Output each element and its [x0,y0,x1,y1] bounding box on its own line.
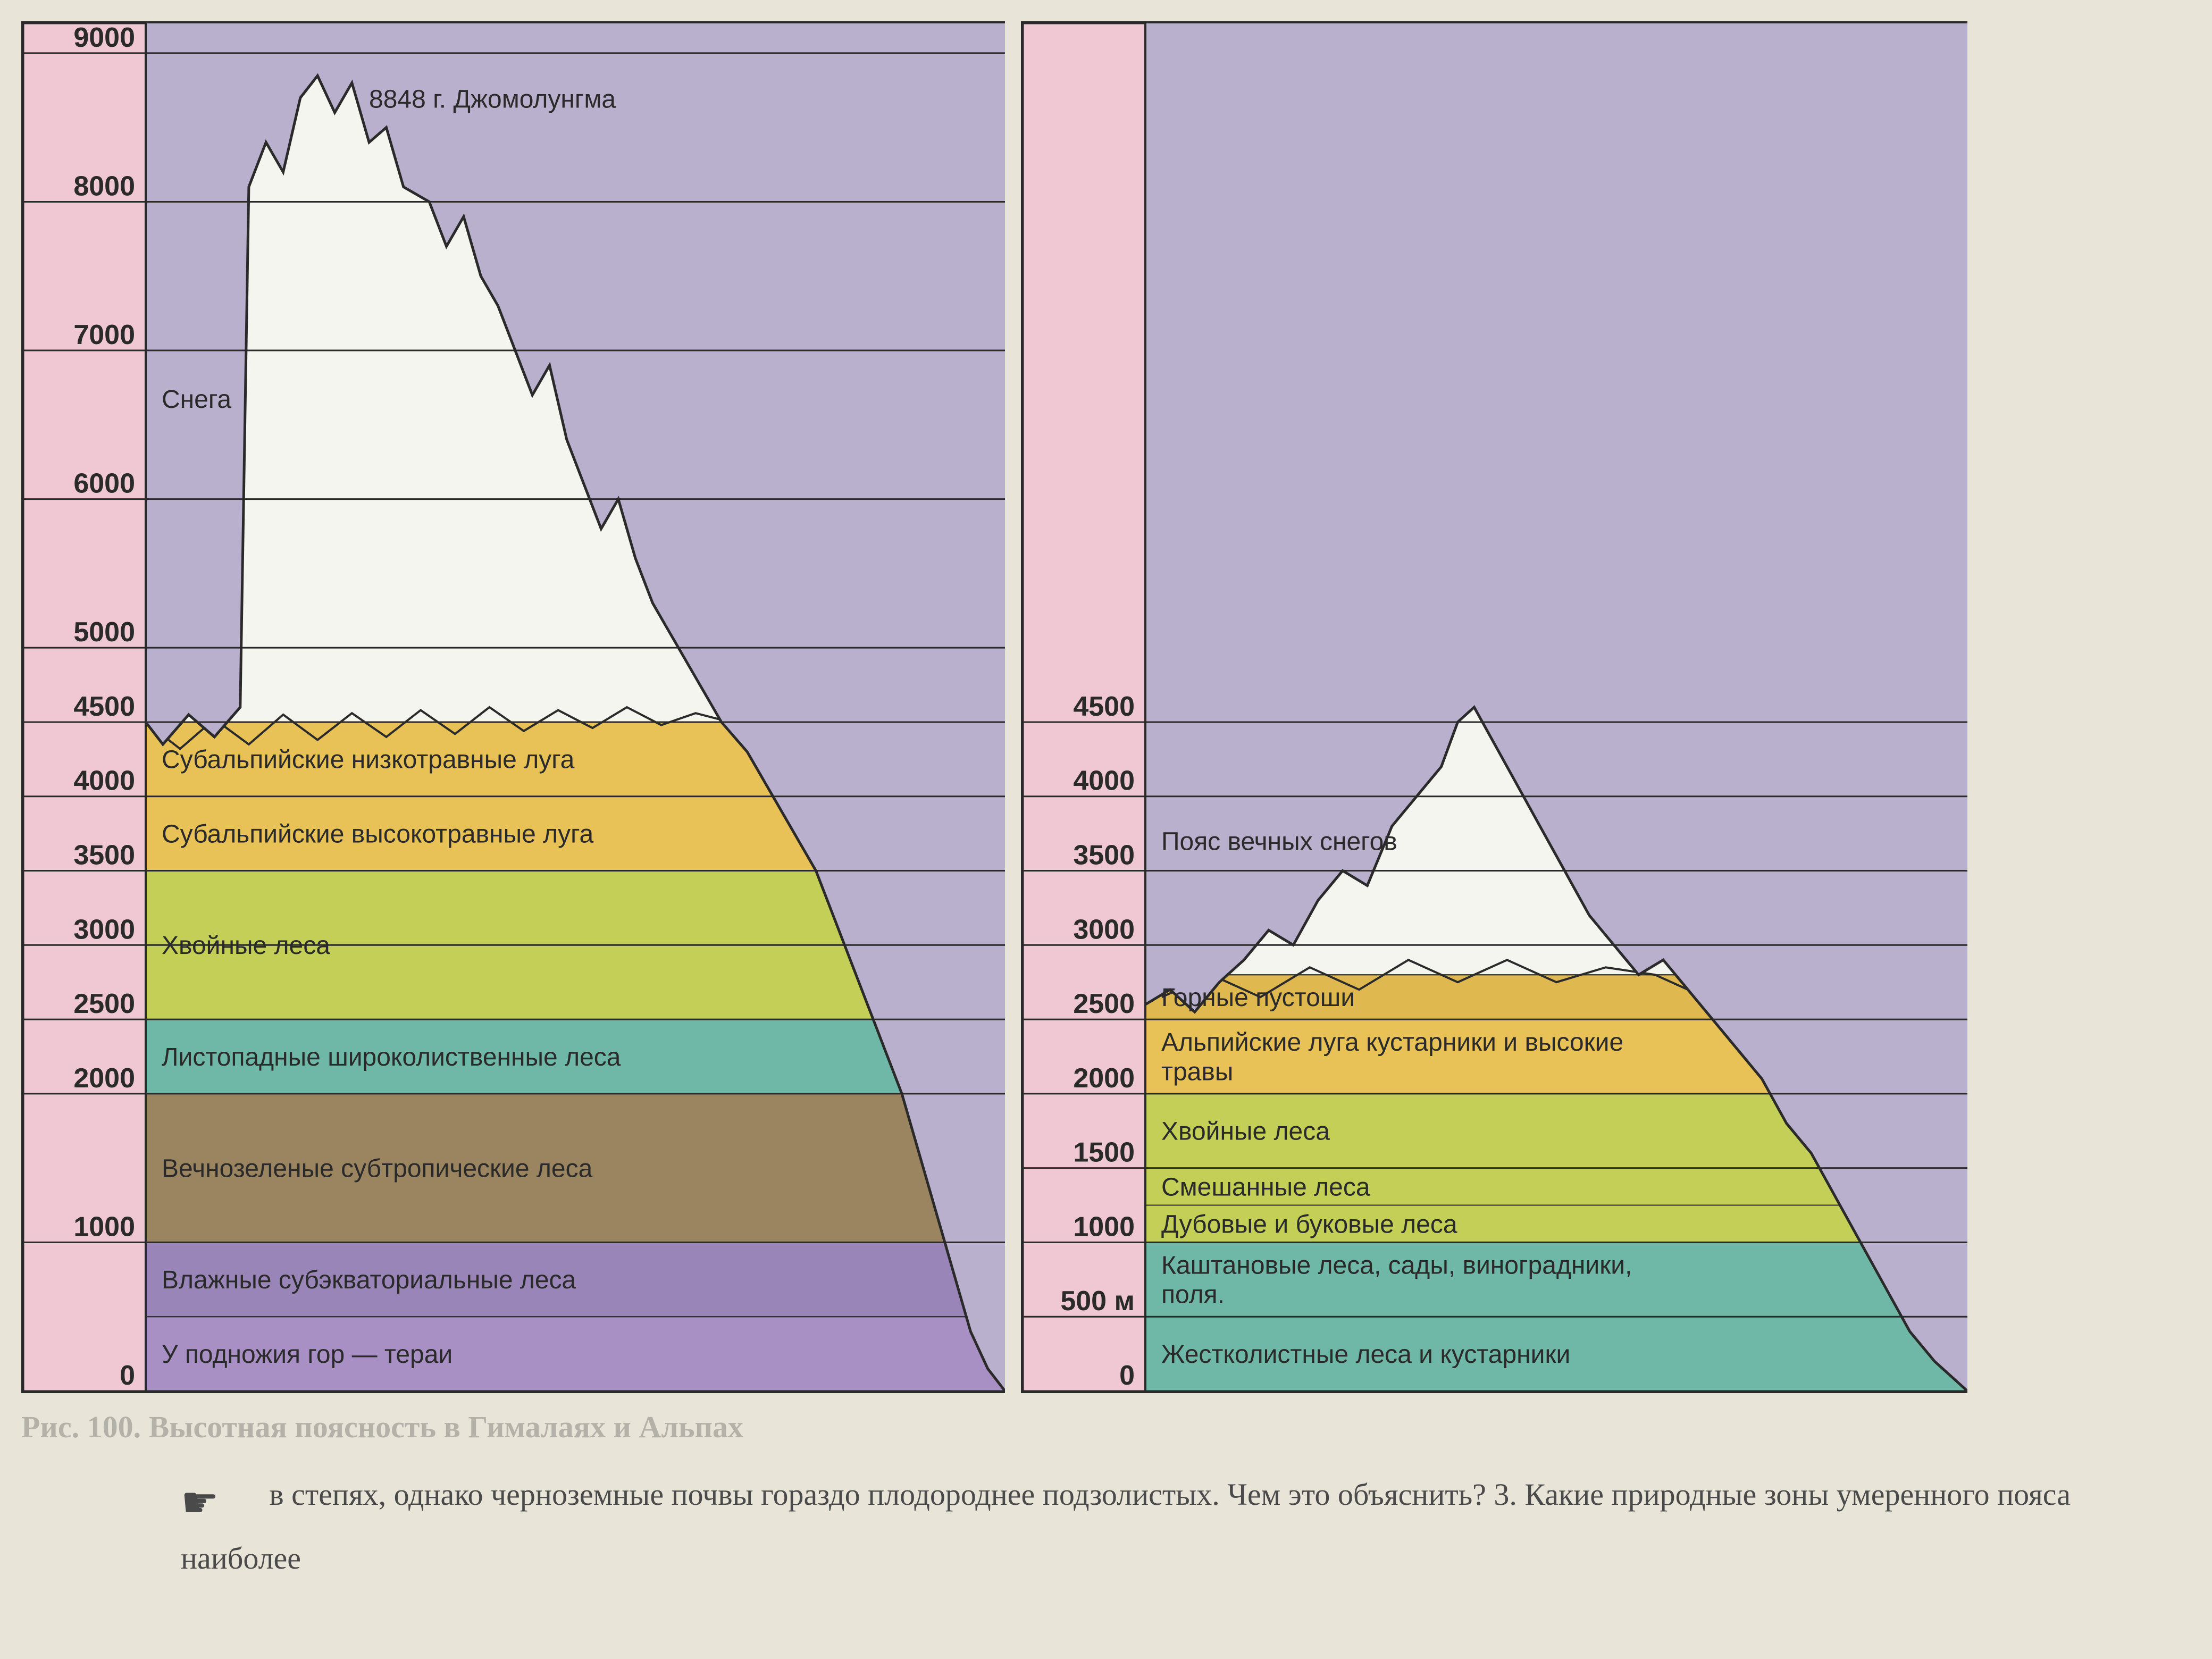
figure-caption: Рис. 100. Высотная поясность в Гималаях … [21,1409,2191,1445]
svg-text:0: 0 [120,1360,135,1391]
svg-text:Горные пустоши: Горные пустоши [1161,984,1355,1012]
svg-text:Листопадные широколиственные л: Листопадные широколиственные леса [162,1043,621,1071]
svg-text:2500: 2500 [1073,988,1135,1019]
svg-text:1000: 1000 [1073,1211,1135,1242]
svg-text:4000: 4000 [73,766,135,797]
svg-text:поля.: поля. [1161,1281,1225,1309]
svg-text:8848 г. Джомолунгма: 8848 г. Джомолунгма [369,85,616,113]
svg-text:7000: 7000 [73,320,135,350]
svg-text:5000: 5000 [73,617,135,648]
svg-text:Вечнозеленые субтропические ле: Вечнозеленые субтропические леса [162,1154,593,1183]
svg-text:3000: 3000 [73,914,135,945]
svg-text:Альпийские луга кустарники и в: Альпийские луга кустарники и высокие [1161,1028,1623,1057]
svg-text:3500: 3500 [73,840,135,871]
svg-text:4500: 4500 [1073,691,1135,722]
svg-text:Пояс вечных снегов: Пояс вечных снегов [1161,827,1397,856]
figure-container: 0 1000 2000 2500 3000 3500 4000 4500 5000 6000 700… [21,21,2191,1393]
svg-text:Жестколистные леса и кустарник: Жестколистные леса и кустарники [1161,1340,1570,1369]
svg-text:0: 0 [1119,1360,1135,1391]
svg-text:3500: 3500 [1073,840,1135,871]
svg-text:Снега: Снега [162,386,231,414]
svg-text:8000: 8000 [73,171,135,202]
svg-text:1000: 1000 [73,1211,135,1242]
svg-text:4500: 4500 [73,691,135,722]
svg-text:Субальпийские низкотравные луг: Субальпийские низкотравные луга [162,746,575,774]
svg-text:Влажные субэкваториальные леса: Влажные субэкваториальные леса [162,1266,576,1294]
svg-text:Дубовые и буковые леса: Дубовые и буковые леса [1161,1210,1457,1238]
svg-text:Смешанные леса: Смешанные леса [1161,1173,1370,1201]
svg-text:У подножия гор — тераи: У подножия гор — тераи [162,1340,453,1369]
svg-text:500 м: 500 м [1060,1286,1135,1317]
svg-text:1500: 1500 [1073,1137,1135,1168]
svg-text:3000: 3000 [1073,914,1135,945]
svg-text:Хвойные леса: Хвойные леса [1161,1118,1330,1146]
svg-text:6000: 6000 [73,468,135,499]
svg-text:9000: 9000 [73,23,135,53]
svg-text:2000: 2000 [1073,1063,1135,1094]
svg-text:травы: травы [1161,1058,1233,1086]
svg-text:4000: 4000 [1073,766,1135,797]
svg-text:2500: 2500 [73,988,135,1019]
panel-alps: 0 500 м 1000 1500 2000 2500 3000 3500 4000 4500 Же… [1021,21,1967,1393]
svg-text:Каштановые леса, сады, виногра: Каштановые леса, сады, виноградники, [1161,1252,1632,1280]
svg-text:Хвойные леса: Хвойные леса [162,932,330,960]
svg-text:Субальпийские высокотравные лу: Субальпийские высокотравные луга [162,820,594,848]
body-text-content: в степях, однако черноземные почвы гораз… [181,1477,2071,1576]
panel-himalayas: 0 1000 2000 2500 3000 3500 4000 4500 5000 6000 700… [21,21,1005,1393]
body-text: ☛ в степях, однако черноземные почвы гор… [21,1471,2191,1581]
svg-text:2000: 2000 [73,1063,135,1094]
pointing-hand-icon: ☛ [181,1471,219,1535]
